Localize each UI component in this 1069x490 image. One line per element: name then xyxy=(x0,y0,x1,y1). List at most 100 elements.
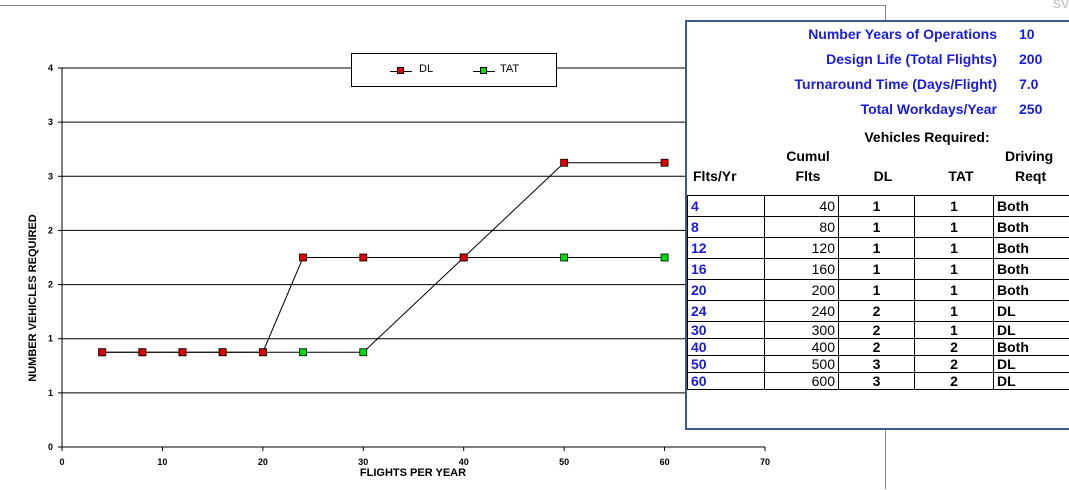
vehicles-required-header: Vehicles Required: xyxy=(847,129,1007,145)
driving-cell: DL xyxy=(994,322,1069,339)
flts-cell: 4 xyxy=(688,196,765,217)
chart-legend: DL TAT xyxy=(351,53,557,87)
flts-cell: 24 xyxy=(688,301,765,322)
param-years-value: 10 xyxy=(1019,26,1035,42)
flts-cell: 60 xyxy=(688,373,765,390)
data-point-tat xyxy=(561,254,568,261)
y-tick-label: 2 xyxy=(48,280,53,290)
dl-cell: 2 xyxy=(839,339,915,356)
cumul-header-top: Cumul xyxy=(771,148,845,164)
y-tick-label: 2 xyxy=(48,225,53,235)
data-point-dl xyxy=(661,159,668,166)
param-workdays-value: 250 xyxy=(1019,101,1042,117)
cumul-cell: 160 xyxy=(765,259,839,280)
param-workdays-label: Total Workdays/Year xyxy=(861,101,997,117)
cumul-cell: 40 xyxy=(765,196,839,217)
dl-cell: 3 xyxy=(839,356,915,373)
x-tick-label: 20 xyxy=(258,457,268,467)
data-point-dl xyxy=(179,349,186,356)
flts-cell: 30 xyxy=(688,322,765,339)
dl-cell: 1 xyxy=(839,217,915,238)
y-tick-label: 3 xyxy=(48,171,53,181)
cumul-cell: 120 xyxy=(765,238,839,259)
cumul-cell: 500 xyxy=(765,356,839,373)
x-tick-label: 50 xyxy=(559,457,569,467)
data-point-dl xyxy=(460,254,467,261)
param-design-life-value: 200 xyxy=(1019,51,1042,67)
dl-cell: 2 xyxy=(839,322,915,339)
driving-header-bottom: Reqt xyxy=(1005,168,1069,184)
cumul-cell: 200 xyxy=(765,280,839,301)
data-point-dl xyxy=(259,349,266,356)
driving-cell: DL xyxy=(994,301,1069,322)
tat-header: TAT xyxy=(921,168,1001,184)
param-years-label: Number Years of Operations xyxy=(808,26,997,42)
x-tick-label: 40 xyxy=(459,457,469,467)
param-years-row: Number Years of Operations 10 xyxy=(687,26,1069,46)
tat-cell: 2 xyxy=(915,373,994,390)
tat-cell: 1 xyxy=(915,280,994,301)
driving-cell: Both xyxy=(994,259,1069,280)
flts-cell: 40 xyxy=(688,339,765,356)
y-tick-label: 4 xyxy=(48,63,53,73)
data-point-dl xyxy=(360,254,367,261)
dl-cell: 1 xyxy=(839,259,915,280)
driving-cell: DL xyxy=(994,356,1069,373)
data-point-dl xyxy=(300,254,307,261)
param-turnaround-value: 7.0 xyxy=(1019,76,1038,92)
driving-header-top: Driving xyxy=(1005,148,1069,164)
x-tick-label: 60 xyxy=(660,457,670,467)
dl-cell: 1 xyxy=(839,238,915,259)
tat-cell: 2 xyxy=(915,356,994,373)
corner-label: SV xyxy=(1053,0,1069,11)
flts-cell: 20 xyxy=(688,280,765,301)
dl-cell: 2 xyxy=(839,301,915,322)
driving-cell: Both xyxy=(994,339,1069,356)
param-turnaround-row: Turnaround Time (Days/Flight) 7.0 xyxy=(687,76,1069,96)
tat-cell: 1 xyxy=(915,238,994,259)
param-design-life-row: Design Life (Total Flights) 200 xyxy=(687,51,1069,71)
tat-cell: 1 xyxy=(915,259,994,280)
driving-cell: Both xyxy=(994,196,1069,217)
flts-yr-header: Flts/Yr xyxy=(693,168,773,184)
legend-tat-marker xyxy=(480,67,487,74)
y-tick-label: 1 xyxy=(48,388,53,398)
data-point-tat xyxy=(300,349,307,356)
driving-cell: Both xyxy=(994,238,1069,259)
cumul-cell: 400 xyxy=(765,339,839,356)
data-point-dl xyxy=(561,159,568,166)
dl-cell: 1 xyxy=(839,196,915,217)
driving-cell: Both xyxy=(994,280,1069,301)
param-design-life-label: Design Life (Total Flights) xyxy=(826,51,997,67)
driving-cell: DL xyxy=(994,373,1069,390)
cumul-cell: 300 xyxy=(765,322,839,339)
data-point-dl xyxy=(99,349,106,356)
x-tick-label: 0 xyxy=(59,457,64,467)
flts-cell: 50 xyxy=(688,356,765,373)
tat-cell: 1 xyxy=(915,217,994,238)
driving-cell: Both xyxy=(994,217,1069,238)
y-axis-label: NUMBER VEHICLES REQUIRED xyxy=(27,214,39,382)
dl-cell: 3 xyxy=(839,373,915,390)
series-line-tat xyxy=(102,258,664,353)
data-point-dl xyxy=(139,349,146,356)
flts-cell: 8 xyxy=(688,217,765,238)
legend-dl-marker xyxy=(397,67,404,74)
y-tick-label: 0 xyxy=(48,442,53,452)
data-point-dl xyxy=(219,349,226,356)
cumul-cell: 240 xyxy=(765,301,839,322)
flts-cell: 12 xyxy=(688,238,765,259)
x-tick-label: 10 xyxy=(157,457,167,467)
x-tick-label: 30 xyxy=(358,457,368,467)
cumul-cell: 80 xyxy=(765,217,839,238)
cumul-cell: 600 xyxy=(765,373,839,390)
legend-dl-label: DL xyxy=(419,63,433,75)
tat-cell: 2 xyxy=(915,339,994,356)
